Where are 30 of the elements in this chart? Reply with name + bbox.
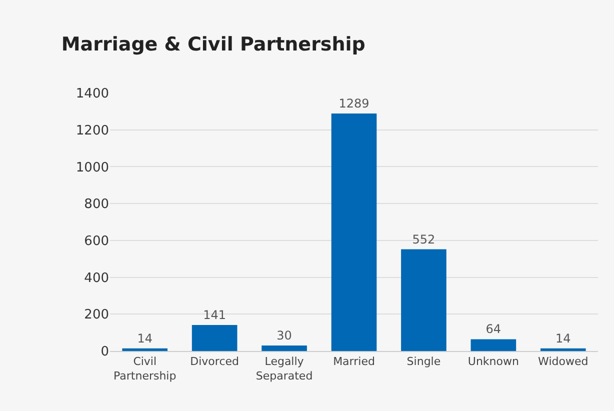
- bar: [470, 339, 516, 351]
- bar: [192, 325, 238, 351]
- y-tick-label: 200: [84, 308, 109, 323]
- y-tick-label: 1000: [76, 160, 109, 176]
- bar: [262, 345, 307, 351]
- data-label: 141: [203, 308, 226, 322]
- bar: [331, 113, 377, 351]
- bar: [401, 249, 446, 351]
- x-tick-label: Married: [333, 355, 375, 368]
- y-tick-label: 600: [84, 234, 109, 249]
- data-label: 30: [276, 328, 292, 342]
- chart-title: Marriage & Civil Partnership: [61, 33, 366, 56]
- x-tick-label: Legally Separated: [256, 355, 313, 382]
- y-tick-label: 400: [84, 270, 109, 286]
- bar: [122, 348, 168, 351]
- x-tick-label: Divorced: [190, 355, 239, 368]
- x-tick-label: Unknown: [468, 355, 519, 368]
- bar: [540, 348, 586, 351]
- x-tick-label: Single: [406, 355, 441, 368]
- data-label: 64: [486, 322, 502, 336]
- data-label: 1289: [338, 96, 370, 110]
- data-label: 14: [137, 331, 152, 346]
- x-tick-label: Civil Partnership: [114, 355, 176, 382]
- y-tick-label: 800: [84, 197, 109, 212]
- y-tick-label: 0: [100, 344, 109, 360]
- y-tick-label: 1400: [76, 86, 109, 102]
- data-label: 552: [412, 232, 436, 246]
- y-tick-label: 1200: [76, 123, 109, 138]
- x-tick-label: Widowed: [538, 355, 588, 368]
- data-label: 14: [556, 331, 571, 346]
